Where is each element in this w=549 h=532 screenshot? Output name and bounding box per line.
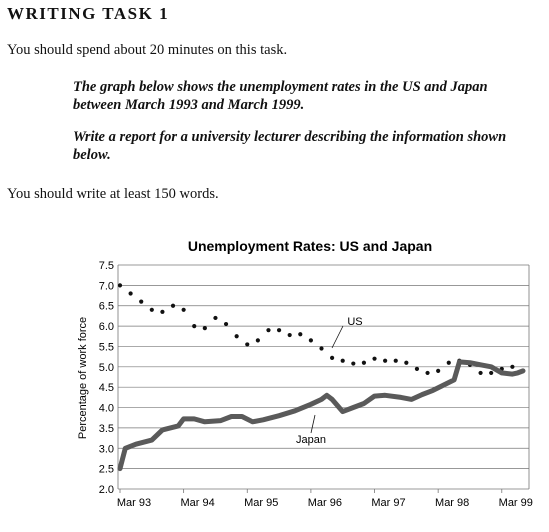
- us-data-point: [298, 332, 303, 337]
- task-prompt: The graph below shows the unemployment r…: [73, 78, 535, 178]
- us-data-point: [202, 326, 207, 331]
- us-series-label: US: [347, 316, 362, 328]
- word-count-instruction: You should write at least 150 words.: [7, 186, 219, 202]
- y-tick-label: 6.0: [99, 321, 114, 333]
- us-data-point: [128, 291, 133, 296]
- x-tick-label: Mar 97: [371, 497, 405, 509]
- y-tick-label: 2.5: [99, 464, 114, 476]
- us-data-point: [510, 364, 515, 369]
- us-label-leader: [331, 325, 344, 349]
- us-data-point: [149, 307, 154, 312]
- us-data-point: [404, 360, 409, 365]
- us-data-point: [245, 342, 250, 347]
- us-data-point: [330, 355, 335, 360]
- task-heading: WRITING TASK 1: [7, 4, 170, 23]
- x-tick-labels: Mar 93 Mar 94 Mar 95 Mar 96 Mar 97 Mar 98 Mar …: [117, 497, 533, 509]
- us-data-point: [425, 370, 430, 376]
- us-data-point: [372, 356, 377, 361]
- us-data-point: [234, 334, 239, 339]
- us-data-point: [319, 346, 324, 351]
- x-tick-label: Mar 95: [244, 497, 278, 509]
- y-axis-label: Percentage of work force: [77, 317, 89, 439]
- gridlines: [117, 264, 530, 493]
- us-data-point: [287, 332, 292, 338]
- prompt-graph-description: The graph below shows the unemployment r…: [73, 79, 488, 113]
- us-data-point: [160, 309, 165, 314]
- y-tick-label: 6.5: [99, 301, 114, 313]
- y-tick-label: 4.0: [99, 403, 114, 415]
- y-tick-label: 7.0: [99, 280, 114, 292]
- us-data-point: [223, 321, 229, 327]
- x-tick-label: Mar 93: [117, 497, 151, 509]
- japan-series-label: Japan: [296, 434, 326, 446]
- us-data-point: [436, 368, 441, 373]
- chart-title: Unemployment Rates: US and Japan: [188, 238, 432, 254]
- us-data-point: [139, 299, 144, 304]
- y-tick-label: 5.5: [99, 341, 114, 353]
- y-tick-label: 7.5: [99, 260, 114, 272]
- y-tick-label: 3.0: [99, 443, 114, 455]
- us-data-point: [414, 366, 420, 371]
- us-data-point: [255, 338, 260, 343]
- us-data-point: [213, 315, 218, 321]
- us-data-point: [361, 360, 367, 365]
- us-data-point: [192, 323, 197, 329]
- x-tick-label: Mar 99: [499, 497, 533, 509]
- us-data-point: [181, 307, 186, 312]
- y-tick-labels: 2.0 2.5 3.0 3.5 4.0 4.5 5.0 5.5 6.0 6.5 7.0 7.5: [99, 260, 114, 496]
- time-instruction: You should spend about 20 minutes on thi…: [7, 42, 288, 58]
- japan-series-line: [117, 359, 526, 472]
- us-data-point: [170, 303, 176, 308]
- x-tick-label: Mar 96: [308, 497, 342, 509]
- us-data-point: [276, 328, 282, 333]
- us-data-point: [117, 283, 123, 288]
- y-tick-label: 2.0: [99, 484, 114, 496]
- us-data-point: [383, 358, 388, 363]
- x-tick-label: Mar 98: [435, 497, 469, 509]
- prompt-report-instruction: Write a report for a university lecturer…: [73, 129, 507, 163]
- us-data-point: [308, 338, 313, 343]
- us-data-point: [351, 361, 356, 366]
- japan-label-leader: [310, 414, 316, 434]
- us-data-point: [266, 328, 271, 333]
- x-tick-label: Mar 94: [181, 497, 215, 509]
- series-labels: US Japan: [296, 316, 363, 446]
- us-data-point: [446, 360, 451, 365]
- us-data-point: [340, 358, 345, 363]
- y-tick-label: 4.5: [99, 382, 114, 394]
- us-data-point: [393, 358, 398, 363]
- data-series: [117, 283, 526, 472]
- us-data-point: [489, 370, 494, 376]
- y-tick-label: 3.5: [99, 423, 114, 435]
- us-data-point: [478, 370, 483, 376]
- y-tick-label: 5.0: [99, 362, 114, 374]
